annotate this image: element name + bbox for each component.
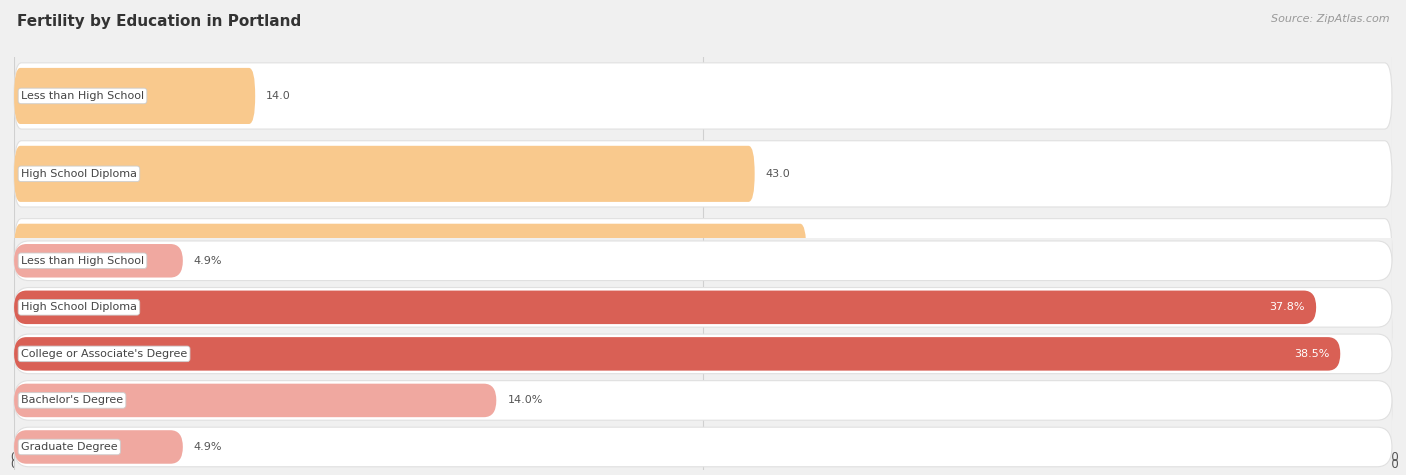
Text: Bachelor's Degree: Bachelor's Degree bbox=[21, 324, 124, 335]
FancyBboxPatch shape bbox=[14, 63, 1392, 129]
FancyBboxPatch shape bbox=[14, 244, 183, 277]
Text: High School Diploma: High School Diploma bbox=[21, 302, 136, 313]
Text: 43.0: 43.0 bbox=[766, 169, 790, 179]
Text: 37.8%: 37.8% bbox=[1270, 302, 1305, 313]
FancyBboxPatch shape bbox=[14, 68, 256, 124]
FancyBboxPatch shape bbox=[14, 302, 1237, 358]
Text: 80: 80 bbox=[1385, 458, 1399, 471]
Text: Fertility by Education in Portland: Fertility by Education in Portland bbox=[17, 14, 301, 29]
Text: Bachelor's Degree: Bachelor's Degree bbox=[21, 395, 124, 406]
FancyBboxPatch shape bbox=[14, 430, 183, 464]
Text: 40: 40 bbox=[696, 458, 710, 471]
Text: Less than High School: Less than High School bbox=[21, 256, 143, 266]
FancyBboxPatch shape bbox=[14, 334, 1392, 374]
Text: 32.0: 32.0 bbox=[576, 402, 600, 413]
Text: Less than High School: Less than High School bbox=[21, 91, 143, 101]
Text: Source: ZipAtlas.com: Source: ZipAtlas.com bbox=[1271, 14, 1389, 24]
FancyBboxPatch shape bbox=[14, 141, 1392, 207]
Text: 4.9%: 4.9% bbox=[194, 256, 222, 266]
FancyBboxPatch shape bbox=[14, 287, 1392, 327]
FancyBboxPatch shape bbox=[14, 380, 565, 436]
Text: College or Associate's Degree: College or Associate's Degree bbox=[21, 349, 187, 359]
FancyBboxPatch shape bbox=[14, 296, 1392, 363]
FancyBboxPatch shape bbox=[14, 241, 1392, 281]
Text: 71.0: 71.0 bbox=[1201, 324, 1226, 335]
Text: Graduate Degree: Graduate Degree bbox=[21, 442, 118, 452]
Text: 46.0: 46.0 bbox=[817, 247, 842, 257]
FancyBboxPatch shape bbox=[14, 146, 755, 202]
FancyBboxPatch shape bbox=[14, 384, 496, 417]
Text: High School Diploma: High School Diploma bbox=[21, 169, 136, 179]
Text: 38.5%: 38.5% bbox=[1294, 349, 1329, 359]
FancyBboxPatch shape bbox=[14, 291, 1316, 324]
FancyBboxPatch shape bbox=[14, 218, 1392, 285]
Text: 14.0: 14.0 bbox=[266, 91, 291, 101]
Text: 14.0%: 14.0% bbox=[508, 395, 543, 406]
Text: 0: 0 bbox=[10, 458, 18, 471]
FancyBboxPatch shape bbox=[14, 380, 1392, 420]
FancyBboxPatch shape bbox=[14, 224, 807, 280]
Text: Graduate Degree: Graduate Degree bbox=[21, 402, 118, 413]
FancyBboxPatch shape bbox=[14, 337, 1340, 370]
Text: 4.9%: 4.9% bbox=[194, 442, 222, 452]
Text: College or Associate's Degree: College or Associate's Degree bbox=[21, 247, 187, 257]
FancyBboxPatch shape bbox=[14, 374, 1392, 441]
FancyBboxPatch shape bbox=[14, 427, 1392, 467]
